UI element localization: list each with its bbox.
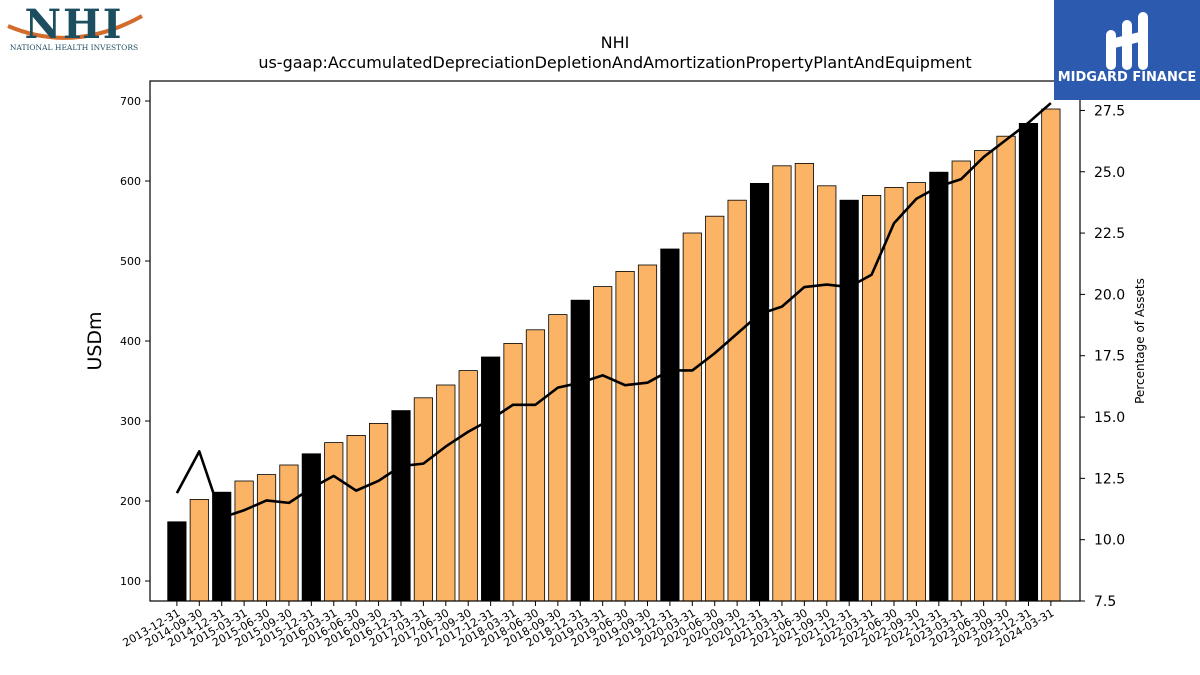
bar <box>391 410 411 602</box>
nhi-logo: NHI NATIONAL HEALTH INVESTORS <box>4 1 144 54</box>
x-axis: 2013-12-312014-09-302014-12-312015-03-31… <box>121 601 1056 650</box>
bar <box>615 270 635 602</box>
bar <box>525 329 546 602</box>
bar <box>705 215 725 602</box>
y2-axis: 7.5 10.0 12.5 15.0 17.5 20.0 22.5 25.0 27.5 <box>1080 103 1125 610</box>
bar <box>1018 123 1039 602</box>
midgard-mark-icon <box>1106 12 1148 70</box>
y-tick-label: 700 <box>120 95 141 108</box>
y-tick-label: 400 <box>120 335 141 348</box>
bars-group <box>167 108 1061 602</box>
bar <box>346 434 366 602</box>
bar <box>413 397 433 602</box>
chart-title: NHI <box>601 33 630 52</box>
bar <box>862 194 882 602</box>
bar <box>817 185 837 602</box>
bar <box>637 264 658 602</box>
bar <box>436 384 456 602</box>
y2-tick-label: 22.5 <box>1094 226 1125 242</box>
bar <box>503 342 523 602</box>
bar <box>548 314 568 602</box>
y-tick-label: 300 <box>120 415 141 428</box>
y-tick-label: 600 <box>120 175 141 188</box>
bar <box>682 232 702 602</box>
y2-axis-label: Percentage of Assets <box>1133 278 1147 404</box>
bar <box>234 480 254 602</box>
bar <box>660 248 680 602</box>
bar <box>593 286 613 602</box>
bar <box>727 199 747 602</box>
bar <box>906 182 926 602</box>
y2-tick-label: 17.5 <box>1094 349 1125 365</box>
y2-tick-label: 20.0 <box>1094 287 1125 303</box>
y-tick-label: 500 <box>120 255 141 268</box>
y2-tick-label: 10.0 <box>1094 533 1125 549</box>
bar <box>458 370 478 602</box>
y2-tick-label: 15.0 <box>1094 410 1125 426</box>
y-axis: 100 200 300 400 500 600 700 <box>120 95 150 588</box>
bar <box>167 521 187 602</box>
bar <box>951 160 971 602</box>
y2-tick-label: 12.5 <box>1094 471 1125 487</box>
y-tick-label: 200 <box>120 495 141 508</box>
bar <box>301 453 321 602</box>
bar <box>884 186 904 602</box>
bar <box>279 464 299 602</box>
bar <box>974 150 994 602</box>
y-tick-label: 100 <box>120 575 141 588</box>
y2-tick-label: 27.5 <box>1094 103 1125 119</box>
bar <box>368 422 389 602</box>
bar <box>189 498 209 602</box>
nhi-logo-caption: NATIONAL HEALTH INVESTORS <box>10 43 138 52</box>
bar <box>324 442 344 602</box>
bar <box>794 162 814 602</box>
bar <box>256 474 277 602</box>
bar <box>929 171 949 602</box>
bar <box>570 299 590 602</box>
chart-subtitle: us-gaap:AccumulatedDepreciationDepletion… <box>258 53 971 72</box>
midgard-logo: MIDGARD FINANCE <box>1054 0 1200 100</box>
y2-tick-label: 25.0 <box>1094 165 1125 181</box>
y2-tick-label: 7.5 <box>1094 594 1116 610</box>
line-series <box>175 102 1052 519</box>
bar <box>996 135 1016 602</box>
midgard-logo-name: MIDGARD FINANCE <box>1058 70 1197 85</box>
bar <box>772 165 792 602</box>
bar <box>212 491 232 602</box>
bar <box>481 356 501 602</box>
y-axis-label: USDm <box>84 311 106 370</box>
nhi-logo-acronym: NHI <box>24 4 123 48</box>
bar <box>749 182 770 602</box>
line-layer <box>175 102 1052 519</box>
bar <box>1041 108 1061 602</box>
bar <box>839 199 859 602</box>
